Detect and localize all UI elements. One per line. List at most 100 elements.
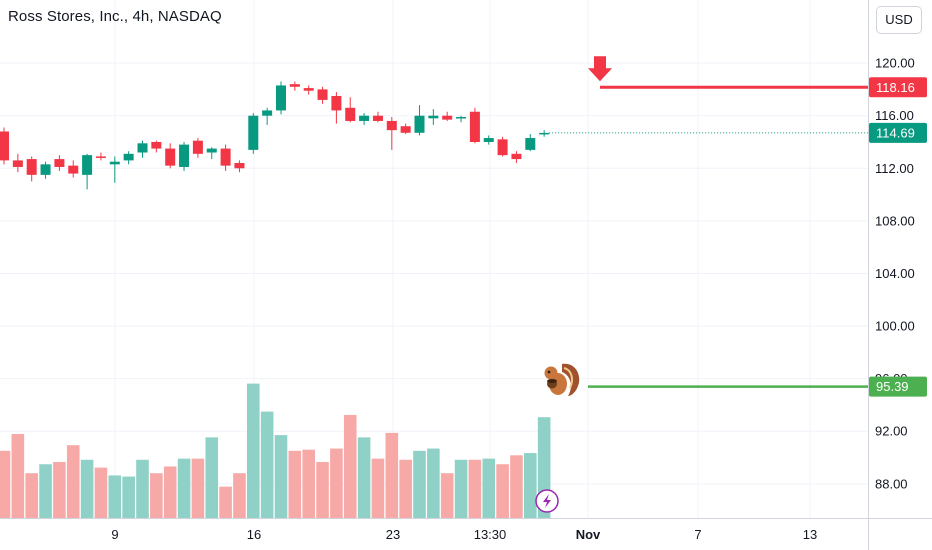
- candle-body: [262, 110, 273, 116]
- candle-body: [442, 115, 453, 120]
- candle-body: [525, 138, 536, 150]
- candle: [109, 156, 120, 183]
- squirrel-head: [544, 366, 558, 380]
- arrow-down-icon: [588, 56, 612, 82]
- y-tick-label: 108.00: [875, 213, 915, 228]
- candle-body: [331, 95, 342, 111]
- volume-bar: [260, 411, 274, 518]
- candle-body: [428, 115, 439, 119]
- candle-body: [497, 139, 508, 156]
- volume-bar: [524, 453, 537, 518]
- price-badge-red: 118.16: [869, 77, 927, 98]
- volume-bar: [94, 467, 108, 518]
- candle: [428, 109, 439, 125]
- candle: [345, 97, 356, 123]
- x-tick-label: 9: [111, 527, 118, 542]
- candle-body: [372, 115, 383, 121]
- price-badge-current-bg: [869, 122, 927, 143]
- candle-body: [137, 143, 148, 153]
- lightning-icon-bolt: [543, 494, 551, 508]
- candle: [511, 151, 522, 164]
- volume-bar: [371, 458, 385, 518]
- candle: [179, 141, 190, 171]
- candle: [303, 85, 314, 95]
- chart-title: Ross Stores, Inc., 4h, NASDAQ: [8, 8, 222, 25]
- volume-bar: [205, 437, 219, 518]
- volume-bar: [274, 435, 288, 518]
- volume-bar: [330, 448, 343, 518]
- candle: [456, 115, 467, 123]
- volume-bar: [136, 459, 149, 518]
- candle-body: [359, 115, 370, 121]
- candle: [359, 113, 370, 125]
- volume-bar: [219, 486, 232, 518]
- candle-body: [206, 148, 217, 153]
- volume-bar: [233, 473, 246, 518]
- candle-body: [276, 85, 286, 111]
- price-badge-green: 95.39: [869, 376, 927, 397]
- x-tick-label: 16: [247, 527, 261, 542]
- volume-bar: [247, 383, 260, 518]
- candle-body: [26, 159, 37, 175]
- candle: [414, 105, 425, 136]
- candle: [68, 160, 79, 178]
- volume-bar: [11, 434, 25, 518]
- volume-bar: [454, 459, 468, 518]
- x-tick-label: 23: [386, 527, 400, 542]
- squirrel-tail-stripe: [563, 367, 573, 389]
- volume-bar: [482, 458, 496, 518]
- y-tick-label: 116.00: [875, 108, 914, 123]
- candle-body: [220, 148, 231, 166]
- candle: [497, 136, 508, 157]
- candle: [317, 86, 328, 104]
- candle: [0, 127, 9, 165]
- candle: [400, 123, 411, 135]
- candle-body: [317, 89, 328, 100]
- overlays: [535, 56, 868, 513]
- candle: [95, 152, 106, 161]
- candle: [206, 147, 217, 160]
- grid: [0, 0, 868, 518]
- volume-bars: [0, 383, 551, 518]
- y-tick-label: 120.00: [875, 56, 915, 71]
- candle: [220, 144, 231, 171]
- candle: [539, 130, 550, 137]
- candle-body: [123, 153, 134, 161]
- currency-button[interactable]: USD: [876, 6, 922, 34]
- volume-bar: [66, 445, 80, 518]
- volume-bar: [25, 473, 38, 518]
- volume-bar: [163, 466, 177, 518]
- candle: [234, 160, 245, 173]
- candle-body: [234, 163, 245, 169]
- squirrel-tail: [562, 363, 580, 396]
- candle: [40, 161, 51, 179]
- y-tick-label: 104.00: [875, 266, 915, 281]
- candle-body: [539, 132, 550, 135]
- candle: [525, 134, 536, 152]
- candle-body: [289, 84, 300, 87]
- candle-body: [303, 88, 314, 91]
- candle: [289, 81, 300, 91]
- volume-bar: [496, 464, 509, 518]
- squirrel-eye: [547, 370, 551, 374]
- candle: [276, 81, 286, 115]
- x-tick-label: 13:30: [474, 527, 507, 542]
- volume-bar: [343, 414, 357, 518]
- volume-bar: [53, 462, 66, 518]
- volume-bar: [0, 450, 11, 518]
- volume-bar: [302, 449, 315, 518]
- x-tick-label: 7: [694, 527, 701, 542]
- squirrel-acorn-cap: [547, 379, 557, 383]
- lightning-icon: [535, 489, 559, 513]
- candle-body: [82, 155, 93, 175]
- y-tick-label: 92.00: [875, 424, 908, 439]
- y-tick-label: 100.00: [875, 319, 915, 334]
- candle: [54, 155, 65, 171]
- y-tick-label: 112.00: [875, 161, 914, 176]
- x-tick-label: 13: [803, 527, 817, 542]
- volume-bar: [150, 473, 163, 518]
- volume-bar: [316, 462, 329, 518]
- volume-bar: [177, 458, 191, 518]
- volume-bar: [80, 459, 94, 518]
